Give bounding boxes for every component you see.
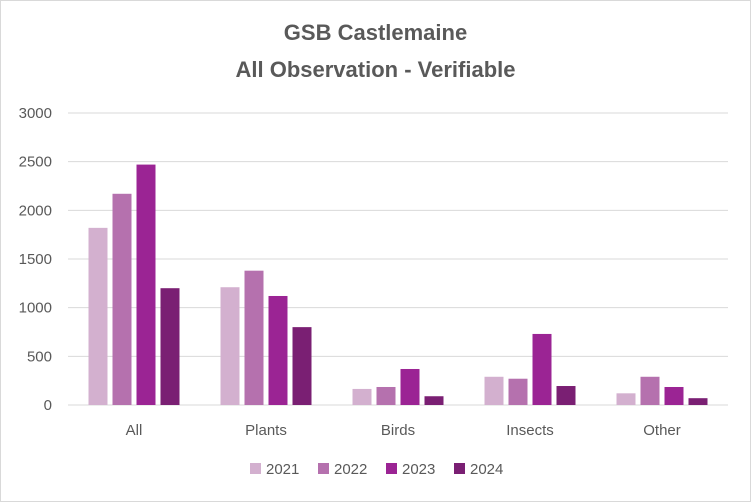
x-tick-label: Other <box>643 422 681 439</box>
x-tick-label: Insects <box>506 422 554 439</box>
bar-2022-plants <box>244 270 264 405</box>
bar-2024-other <box>688 398 708 405</box>
y-tick-label: 0 <box>44 397 52 414</box>
legend-label: 2023 <box>402 461 435 478</box>
y-tick-label: 3000 <box>19 105 52 122</box>
bar-2023-birds <box>400 368 420 405</box>
chart-subtitle: All Observation - Verifiable <box>235 57 516 82</box>
legend-swatch <box>318 463 329 474</box>
y-axis: 0 500 1000 1500 2000 2500 3000 <box>19 105 52 414</box>
bar-2023-all <box>136 164 156 405</box>
bar-2022-insects <box>508 378 528 405</box>
bar-2021-other <box>616 393 636 405</box>
bar-2021-birds <box>352 388 372 405</box>
legend: 2021 2022 2023 2024 <box>250 461 503 478</box>
x-axis: All Plants Birds Insects Other <box>126 422 681 439</box>
bar-2021-all <box>88 227 108 405</box>
bar-2024-all <box>160 288 180 405</box>
x-tick-label: Plants <box>245 422 287 439</box>
legend-label: 2022 <box>334 461 367 478</box>
bar-2021-plants <box>220 287 240 405</box>
legend-label: 2021 <box>266 461 299 478</box>
bar-2022-all <box>112 193 132 405</box>
bar-2023-other <box>664 386 684 405</box>
y-tick-label: 1500 <box>19 251 52 268</box>
bar-2023-insects <box>532 333 552 405</box>
bar-2024-insects <box>556 386 576 405</box>
legend-swatch <box>250 463 261 474</box>
y-tick-label: 1000 <box>19 300 52 317</box>
bar-2022-other <box>640 376 660 405</box>
bar-2021-insects <box>484 376 504 405</box>
bars <box>88 164 708 405</box>
bar-2023-plants <box>268 295 288 405</box>
y-tick-label: 2000 <box>19 202 52 219</box>
legend-swatch <box>386 463 397 474</box>
x-tick-label: All <box>126 422 143 439</box>
bar-2022-birds <box>376 386 396 405</box>
y-tick-label: 500 <box>27 348 52 365</box>
legend-swatch <box>454 463 465 474</box>
legend-label: 2024 <box>470 461 503 478</box>
y-tick-label: 2500 <box>19 154 52 171</box>
bar-2024-birds <box>424 396 444 405</box>
bar-2024-plants <box>292 327 312 405</box>
x-tick-label: Birds <box>381 422 415 439</box>
chart-title: GSB Castlemaine <box>283 20 468 45</box>
